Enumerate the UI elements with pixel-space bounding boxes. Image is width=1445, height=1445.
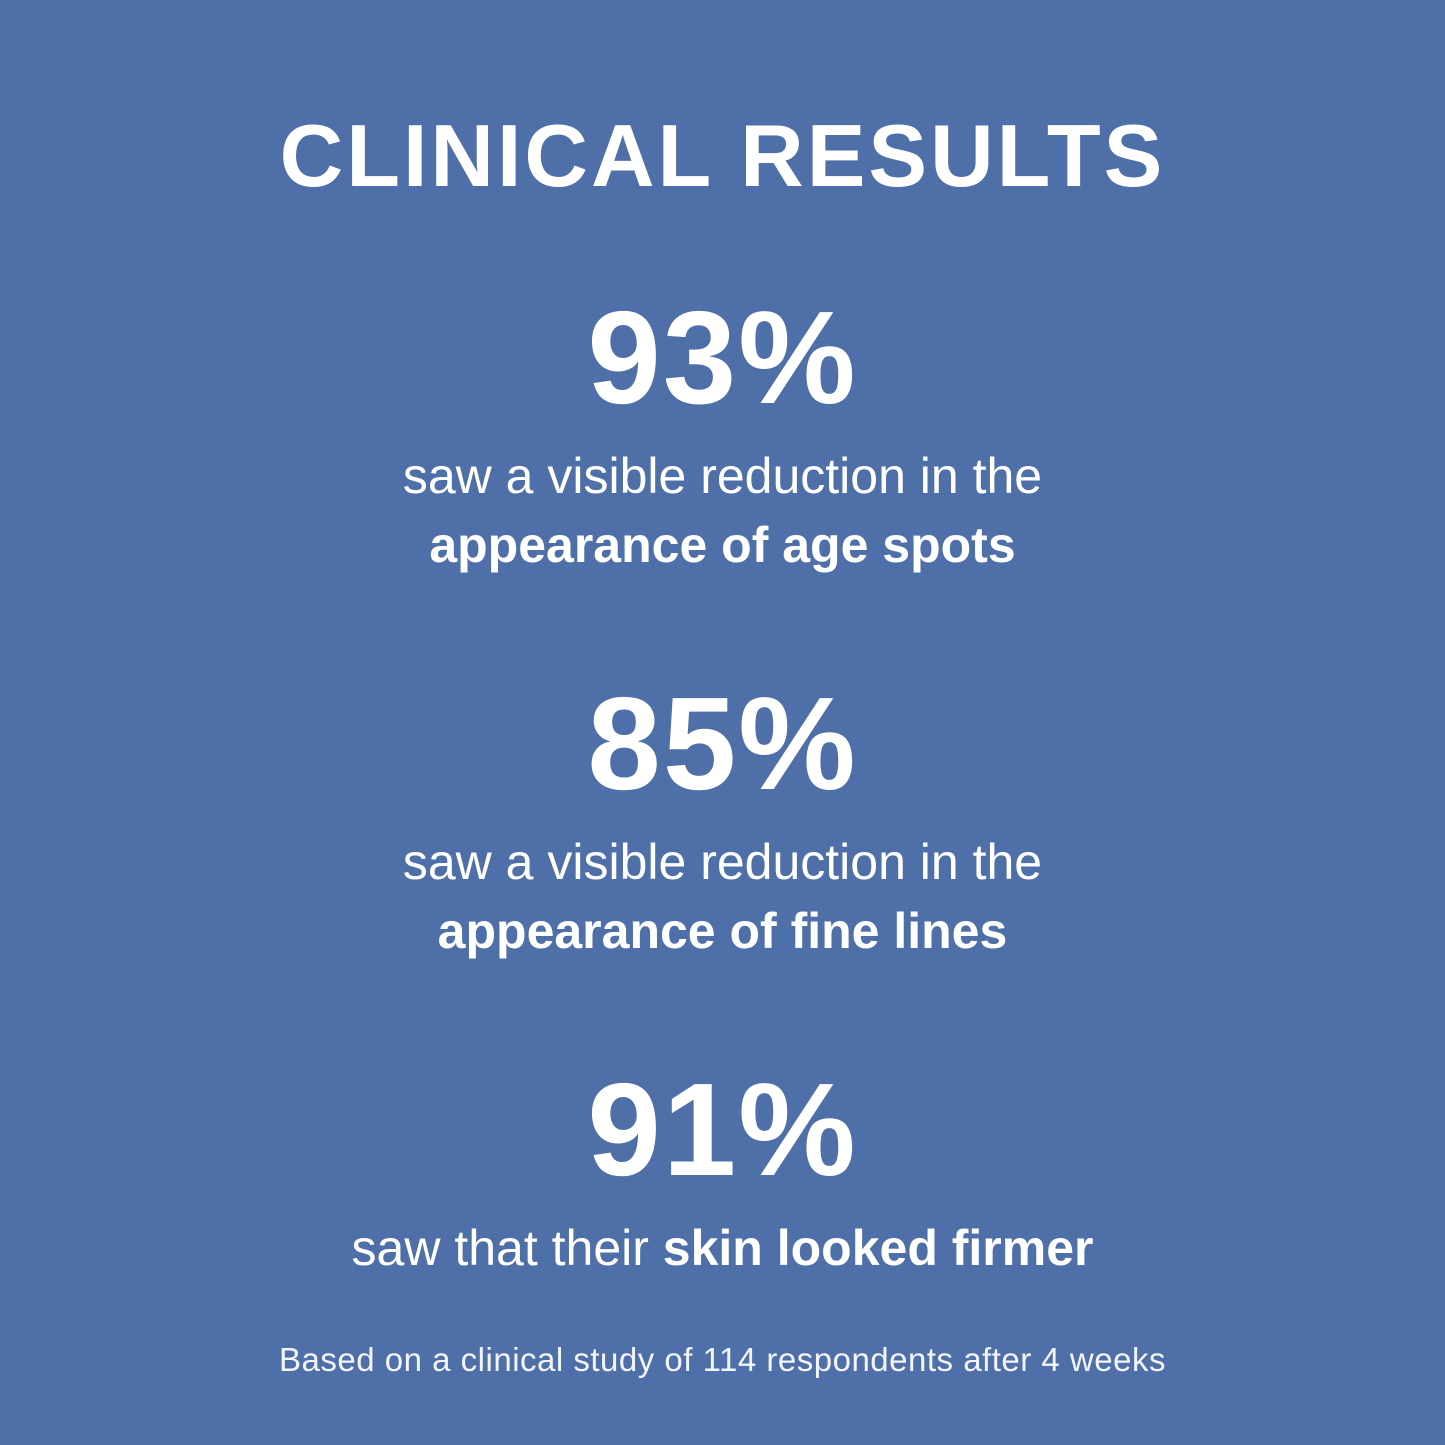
stat-block-age-spots: 93% saw a visible reduction in the appea… <box>403 292 1042 580</box>
stat-description-line1: saw a visible reduction in the <box>402 448 1043 504</box>
page-title: CLINICAL RESULTS <box>279 106 1166 205</box>
stat-description-age-spots: saw a visible reduction in the appearanc… <box>403 442 1042 580</box>
stat-block-firmer-skin: 91% saw that their skin looked firmer <box>352 1064 1094 1283</box>
stat-value-fine-lines: 85% <box>587 670 858 817</box>
study-footnote: Based on a clinical study of 114 respond… <box>279 1341 1166 1378</box>
stat-value-age-spots: 93% <box>587 284 858 431</box>
stat-value-firmer-skin: 91% <box>587 1056 858 1203</box>
stat-description-line2: appearance of age spots <box>429 517 1016 573</box>
stat-block-fine-lines: 85% saw a visible reduction in the appea… <box>403 678 1042 966</box>
stat-description-fine-lines: saw a visible reduction in the appearanc… <box>403 828 1042 966</box>
stat-description-firmer-skin: saw that their skin looked firmer <box>352 1214 1094 1283</box>
stat-description-line2: appearance of fine lines <box>437 903 1008 959</box>
stat-description-line1: saw a visible reduction in the <box>402 834 1043 890</box>
stat-description-normal: saw that their <box>351 1220 663 1276</box>
stat-description-bold: skin looked firmer <box>662 1220 1094 1276</box>
